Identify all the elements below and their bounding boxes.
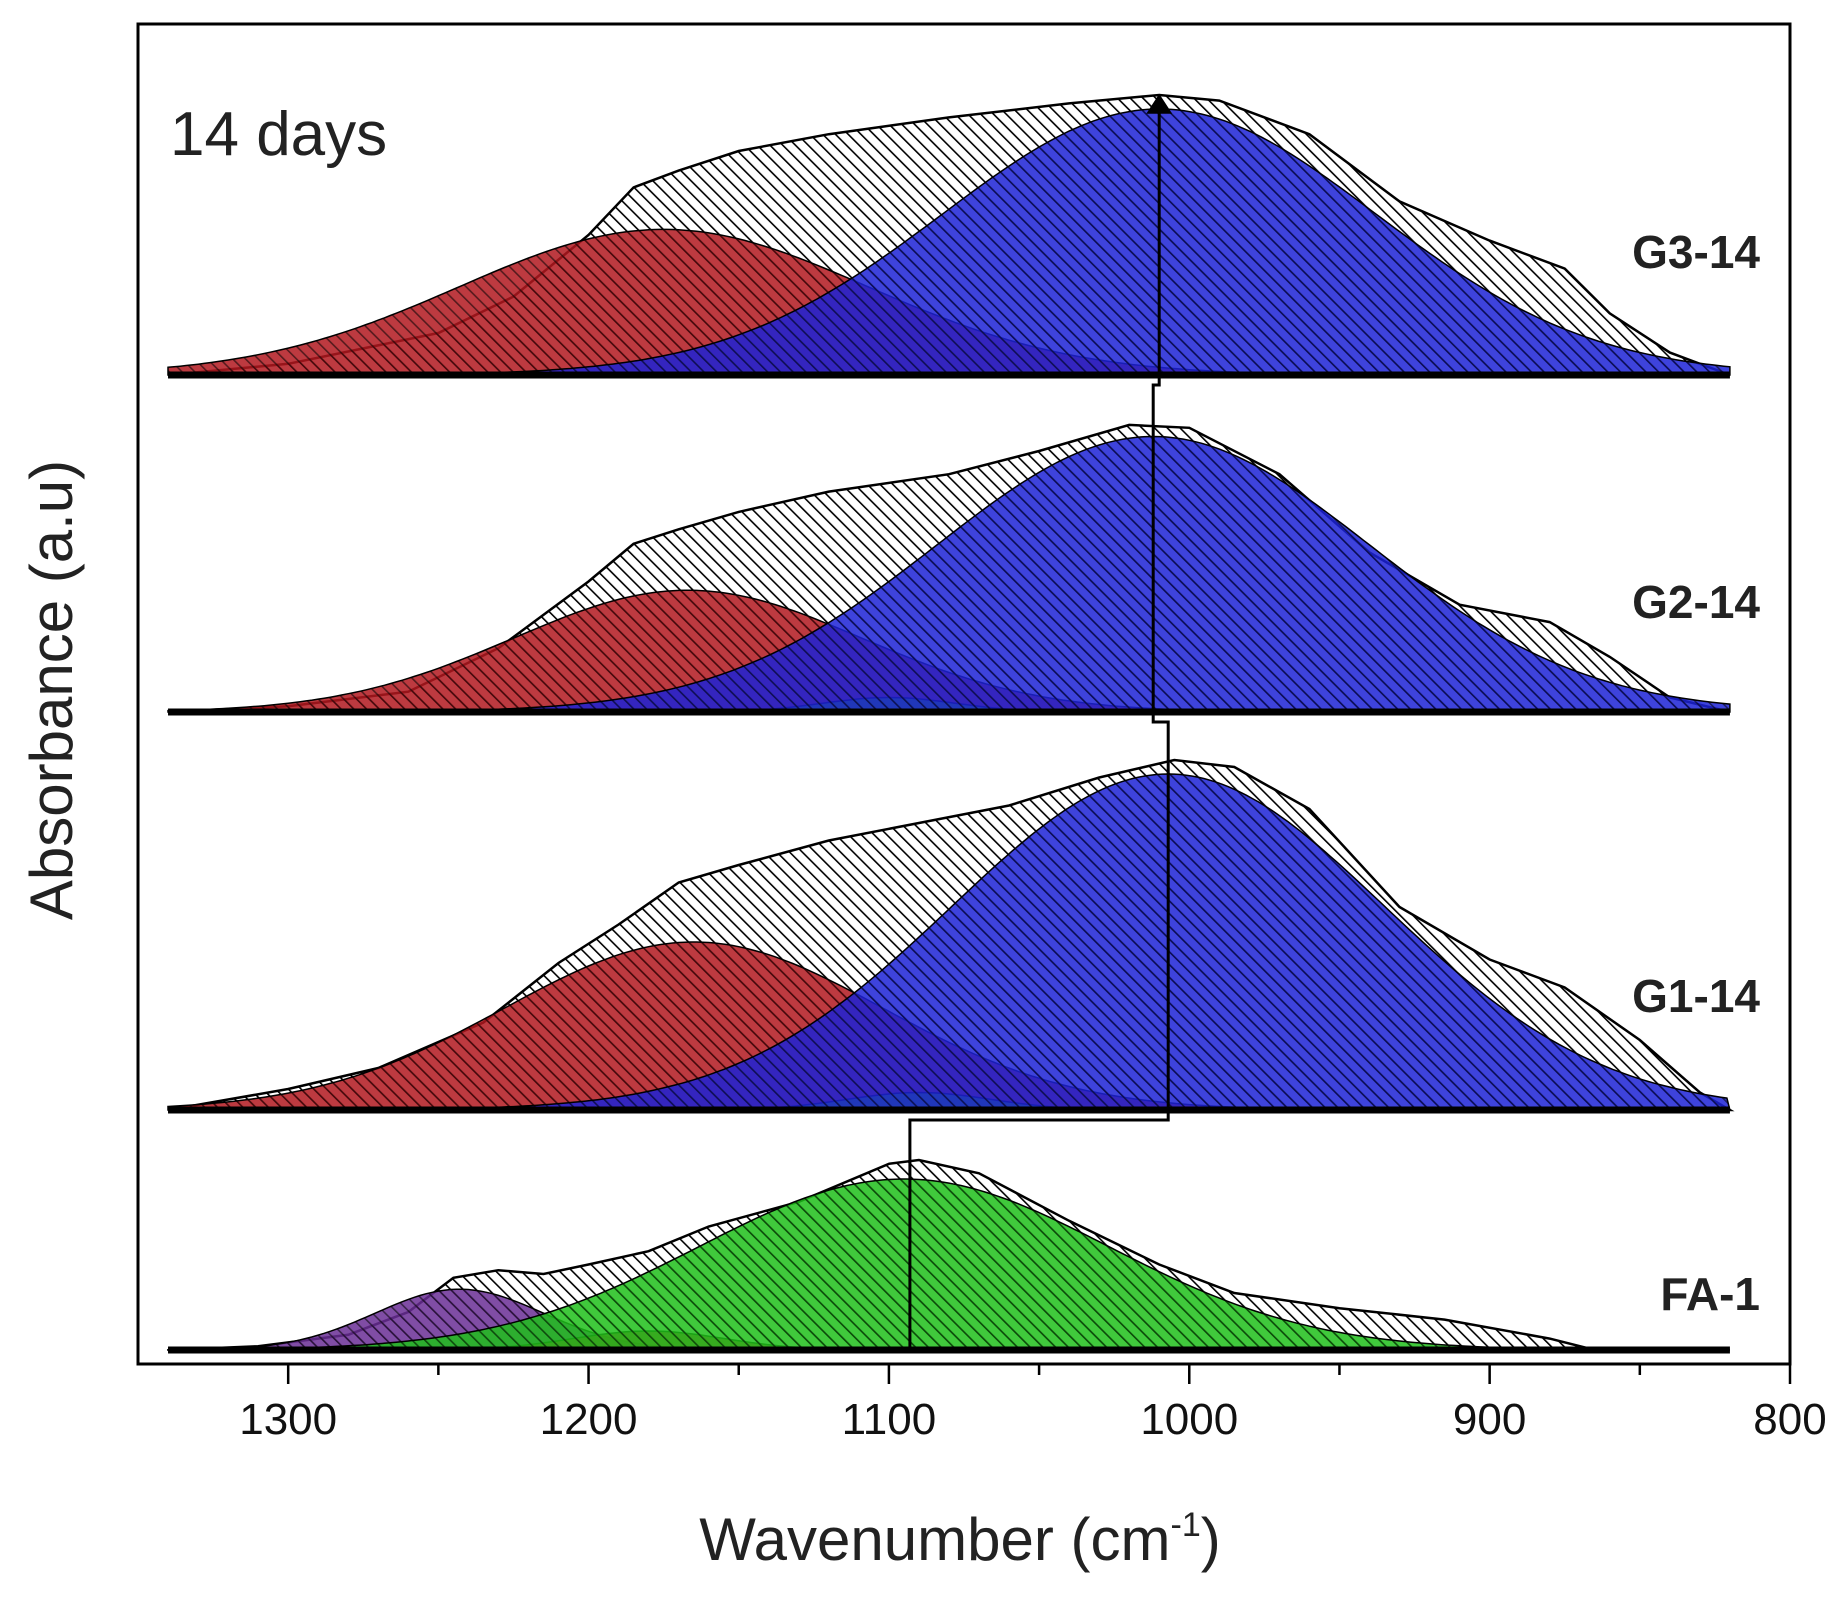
component-hatch-purple [168,1289,796,1350]
x-tick-label: 1100 [842,1395,937,1444]
component-hatch-blue [303,774,1730,1110]
x-axis-title: Wavenumber (cm-1) [699,1506,1220,1573]
peak-arrow-marker [1146,93,1173,114]
peak-shift-line [908,97,1170,1350]
series-label: G1-14 [1632,970,1760,1022]
x-axis-title-main: Wavenumber (cm [699,1506,1170,1573]
x-axis-ticks: 1300 1200 1100 1000 900 800 [239,1364,1827,1444]
plot-frame [136,22,1792,1366]
x-tick-label: 1000 [1140,1395,1238,1444]
x-tick-label: 1300 [239,1395,337,1444]
annotation-14-days: 14 days [170,100,387,169]
x-tick-label: 1200 [540,1395,638,1444]
spectra-layer: G3-14 G2-14 G1-14 FA-1 [167,93,1760,1354]
x-tick-label: 800 [1753,1395,1826,1444]
y-axis-title: Absorbance (a.u) [18,460,85,920]
component-hatch-blue [288,436,1730,712]
series-label: FA-1 [1660,1268,1760,1320]
series-label: G2-14 [1632,576,1760,628]
series-fa-1: FA-1 [167,1158,1760,1354]
component-hatch-green [168,1179,1721,1350]
x-axis-title-close: ) [1201,1506,1221,1573]
component-hatch-blue [294,109,1730,375]
x-tick-label: 900 [1453,1395,1526,1444]
series-g2-14: G2-14 [167,423,1760,716]
series-g1-14: G1-14 [167,758,1760,1114]
series-g3-14: G3-14 [167,93,1760,379]
x-axis-title-sup: -1 [1171,1506,1201,1544]
series-label: G3-14 [1632,226,1760,278]
